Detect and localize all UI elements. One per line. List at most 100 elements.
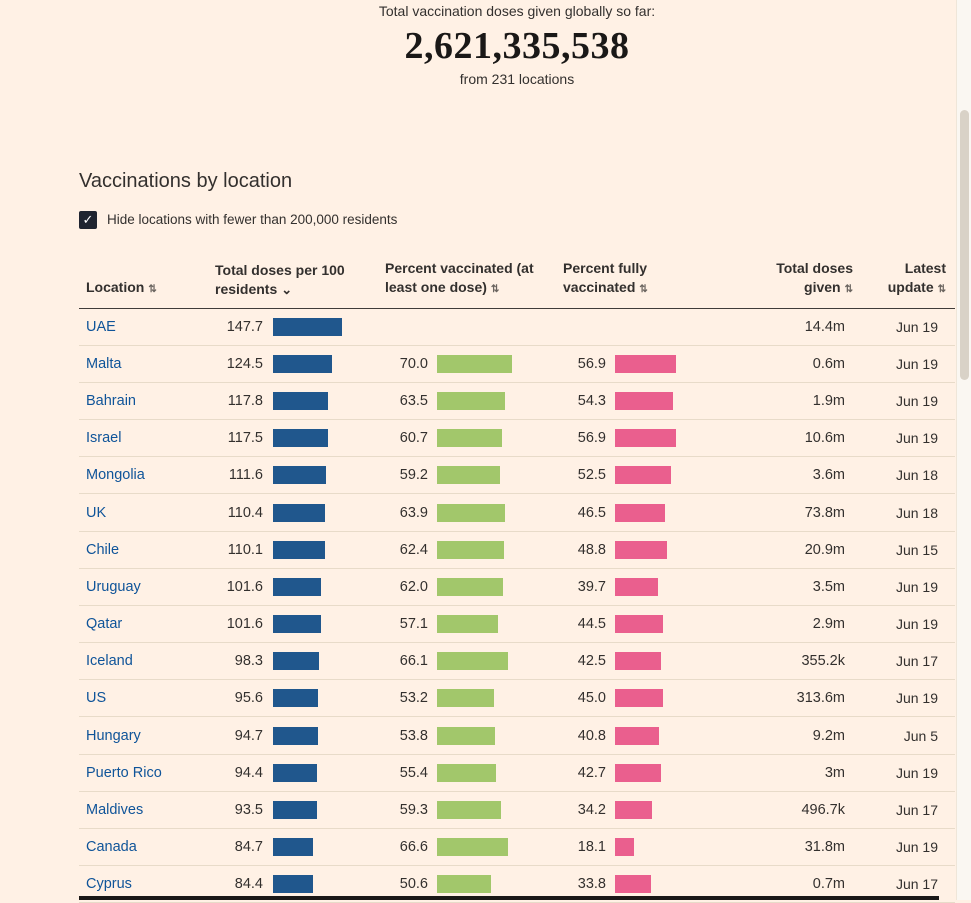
- pct-fully-vaccinated-value: 44.5: [577, 616, 606, 633]
- pct-vaccinated-bar: [437, 577, 504, 596]
- location-link[interactable]: Chile: [86, 541, 120, 558]
- table-row: Canada 84.7 66.6 18.1 31.8m Jun 19: [79, 828, 955, 867]
- pct-vaccinated-bar: [437, 615, 499, 634]
- column-header-pct-fully-vaccinated[interactable]: Percent fully vaccinated ⇅: [563, 228, 735, 309]
- pct-vaccinated-value: 55.4: [399, 764, 428, 781]
- location-link[interactable]: Maldives: [86, 801, 144, 818]
- table-row: Israel 117.5 60.7 56.9 10.6m Jun 19: [79, 419, 955, 458]
- doses-per-100-bar: [273, 838, 313, 857]
- column-header-pct-vaccinated[interactable]: Percent vaccinated (at least one dose) ⇅: [385, 228, 563, 309]
- doses-per-100-value: 110.4: [227, 504, 263, 521]
- pct-fully-vaccinated-bar: [615, 838, 635, 857]
- doses-per-100-value: 84.4: [234, 876, 263, 893]
- location-link[interactable]: US: [86, 690, 107, 707]
- pct-fully-vaccinated-bar: [615, 577, 658, 596]
- doses-per-100-bar: [273, 466, 326, 485]
- location-link[interactable]: Mongolia: [86, 467, 145, 484]
- doses-per-100-value: 101.6: [226, 616, 263, 633]
- check-icon: ✓: [82, 211, 94, 227]
- pct-fully-vaccinated-bar: [615, 466, 672, 485]
- pct-vaccinated-value: 53.2: [399, 690, 428, 707]
- pct-fully-vaccinated-value: 48.8: [577, 541, 606, 558]
- location-link[interactable]: Israel: [86, 430, 122, 447]
- table-row: Qatar 101.6 57.1 44.5 2.9m Jun 19: [79, 605, 955, 644]
- location-link[interactable]: Cyprus: [86, 876, 132, 893]
- filter-checkbox[interactable]: ✓: [79, 210, 97, 229]
- location-link[interactable]: UK: [86, 504, 107, 521]
- section-title: Vaccinations by location: [79, 170, 293, 192]
- latest-update-value: Jun 17: [860, 642, 955, 681]
- total-doses-value: 355.2k: [735, 642, 860, 681]
- location-link[interactable]: Hungary: [86, 727, 141, 744]
- latest-update-value: Jun 17: [860, 791, 955, 830]
- location-link[interactable]: Iceland: [86, 653, 133, 670]
- column-header-total-doses[interactable]: Total doses given ⇅: [735, 228, 860, 309]
- pct-fully-vaccinated-value: 56.9: [577, 355, 606, 372]
- pct-fully-vaccinated-value: 46.5: [577, 504, 606, 521]
- pct-fully-vaccinated-value: 34.2: [577, 802, 606, 818]
- doses-per-100-value: 124.5: [226, 355, 263, 372]
- doses-per-100-value: 93.5: [234, 802, 263, 818]
- column-header-doses-per-100[interactable]: Total doses per 100 residents ⌄: [215, 228, 385, 309]
- location-link[interactable]: Uruguay: [86, 578, 141, 595]
- total-doses-value: 3.6m: [735, 456, 860, 495]
- doses-per-100-value: 147.7: [226, 318, 263, 335]
- sort-desc-icon: ⌄: [281, 281, 293, 297]
- pct-vaccinated-bar: [437, 726, 495, 745]
- column-header-latest-update[interactable]: Latest update ⇅: [860, 228, 955, 309]
- location-link[interactable]: UAE: [86, 318, 116, 335]
- latest-update-value: Jun 5: [860, 716, 955, 755]
- pct-fully-vaccinated-bar: [615, 652, 661, 671]
- location-link[interactable]: Canada: [86, 839, 137, 856]
- pct-vaccinated-value: 62.4: [399, 541, 428, 558]
- doses-per-100-bar: [273, 354, 332, 373]
- scrollbar-thumb[interactable]: [960, 110, 969, 380]
- pct-fully-vaccinated-value: 42.7: [577, 764, 606, 781]
- hide-small-locations-filter[interactable]: ✓ Hide locations with fewer than 200,000…: [79, 210, 955, 229]
- column-header-location[interactable]: Location ⇅: [79, 228, 215, 309]
- table-body: UAE 147.7 14.4m Jun 19 Malta 124.5 70.0 …: [79, 308, 955, 903]
- location-link[interactable]: Malta: [86, 355, 122, 372]
- sort-updown-icon: ⇅: [490, 283, 500, 295]
- total-doses-value: 9.2m: [735, 716, 860, 755]
- pct-vaccinated-value: 59.3: [399, 802, 428, 818]
- pct-vaccinated-value: 63.9: [399, 504, 428, 521]
- pct-vaccinated-bar: [437, 763, 497, 782]
- pct-vaccinated-value: 57.1: [399, 616, 428, 633]
- pct-vaccinated-bar: [437, 838, 509, 857]
- location-link[interactable]: Qatar: [86, 616, 123, 633]
- global-total-count: 2,621,335,538: [404, 25, 630, 67]
- pct-vaccinated-bar: [437, 689, 494, 708]
- scrollbar-track[interactable]: [956, 0, 971, 900]
- pct-vaccinated-bar: [437, 354, 512, 373]
- location-link[interactable]: Puerto Rico: [86, 764, 162, 781]
- pct-vaccinated-value: 66.1: [399, 653, 428, 670]
- doses-per-100-bar: [273, 317, 343, 336]
- table-row: Malta 124.5 70.0 56.9 0.6m Jun 19: [79, 345, 955, 383]
- doses-per-100-value: 117.5: [227, 430, 263, 447]
- doses-per-100-bar: [273, 763, 318, 782]
- pct-vaccinated-bar: [437, 875, 492, 894]
- table-row: Chile 110.1 62.4 48.8 20.9m Jun 15: [79, 531, 955, 569]
- table-row: Bahrain 117.8 63.5 54.3 1.9m Jun 19: [79, 382, 955, 421]
- total-doses-value: 496.7k: [735, 791, 860, 830]
- sort-updown-icon: ⇅: [148, 283, 157, 295]
- doses-per-100-value: 94.4: [234, 764, 263, 781]
- doses-per-100-bar: [273, 875, 313, 894]
- latest-update-value: Jun 19: [860, 382, 955, 421]
- global-total-header: Total vaccination doses given globally s…: [79, 0, 955, 88]
- doses-per-100-bar: [273, 652, 320, 671]
- pct-fully-vaccinated-bar: [615, 875, 652, 894]
- latest-update-value: Jun 19: [860, 754, 955, 792]
- pct-vaccinated-value: 62.0: [399, 578, 428, 595]
- pct-fully-vaccinated-value: 45.0: [577, 690, 606, 707]
- location-link[interactable]: Bahrain: [86, 393, 136, 410]
- pct-vaccinated-bar: [437, 429, 502, 448]
- locations-note: from 231 locations: [459, 71, 575, 87]
- pct-fully-vaccinated-bar: [615, 392, 674, 411]
- latest-update-value: Jun 19: [860, 568, 955, 606]
- pct-vaccinated-value: 63.5: [399, 393, 428, 410]
- doses-per-100-value: 101.6: [226, 578, 263, 595]
- doses-per-100-value: 98.3: [234, 653, 263, 670]
- table-row: Mongolia 111.6 59.2 52.5 3.6m Jun 18: [79, 456, 955, 495]
